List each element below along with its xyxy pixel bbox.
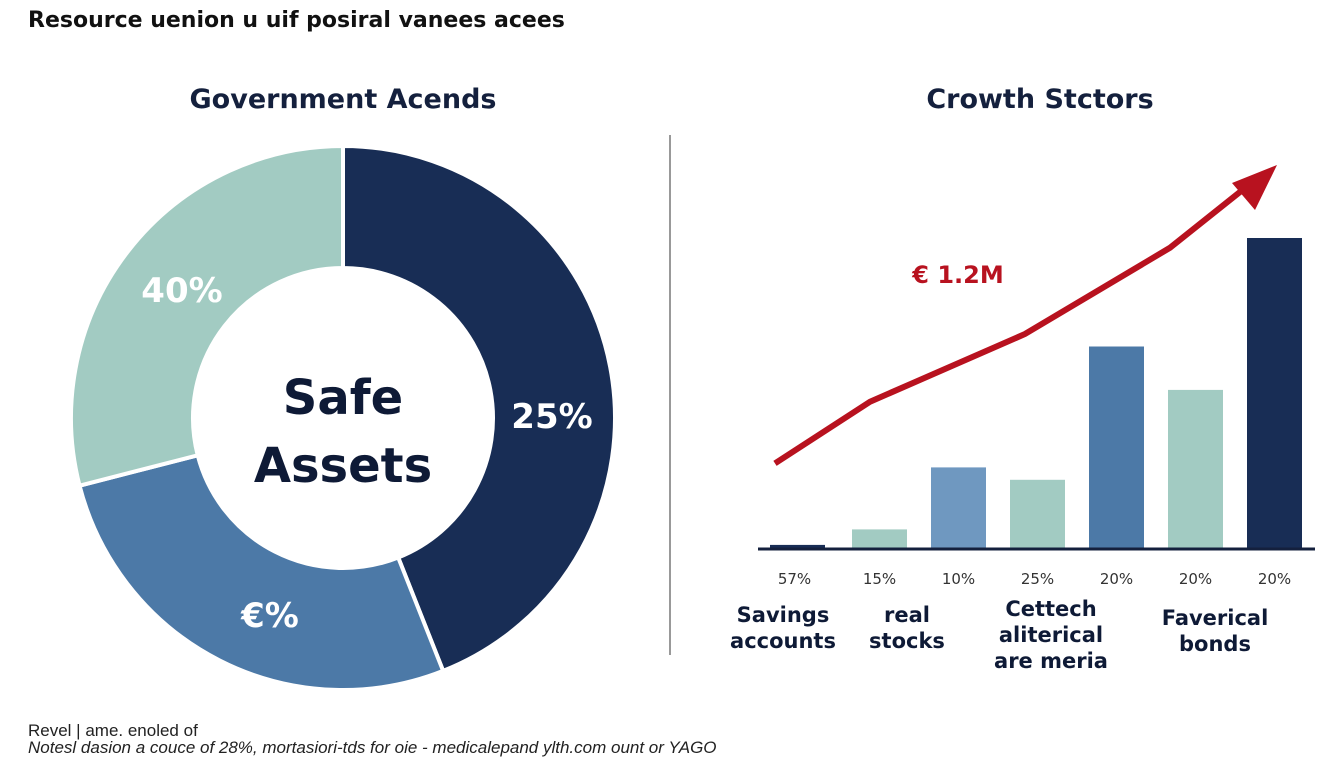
- center-label-1: Safe: [283, 370, 403, 426]
- center-label-2: Assets: [254, 438, 432, 494]
- bar-value-label: 15%: [863, 570, 896, 588]
- category-label: Cettech: [1005, 597, 1096, 621]
- bar-chart: [770, 238, 1302, 548]
- slice-label-navy: 25%: [511, 397, 592, 437]
- bar-4: [1089, 346, 1144, 548]
- bar-0: [770, 544, 825, 548]
- annotation-value: € 1.2M: [911, 261, 1003, 289]
- donut-slice-1: [77, 452, 446, 692]
- donut-chart: [69, 143, 617, 692]
- bar-title: Crowth Stctors: [926, 84, 1154, 115]
- trend-polyline: [773, 177, 1257, 466]
- category-label: real: [884, 603, 930, 627]
- category-label: accounts: [730, 629, 836, 653]
- bar-1: [852, 529, 907, 548]
- bar-value-label: 57%: [778, 570, 811, 588]
- category-label: Savings: [737, 603, 830, 627]
- page-title: Resource uenion u uif posiral vanees ace…: [28, 8, 565, 33]
- arrow-head-icon: [1232, 165, 1277, 210]
- category-label: are meria: [994, 649, 1108, 673]
- footer-line-1: Revel | ame. enoled of: [28, 721, 198, 740]
- bar-3: [1010, 479, 1065, 548]
- donut-slice-2: [69, 143, 345, 489]
- bar-value-label: 20%: [1179, 570, 1212, 588]
- bar-value-label: 25%: [1021, 570, 1054, 588]
- bar-value-label: 20%: [1258, 570, 1291, 588]
- category-label: aliterical: [999, 623, 1103, 647]
- donut-title: Government Acends: [189, 84, 497, 115]
- bar-value-label: 10%: [942, 570, 975, 588]
- donut-slice-0: [341, 143, 617, 674]
- bar-2: [931, 467, 986, 548]
- category-label: bonds: [1179, 632, 1251, 656]
- category-label: Faverical: [1162, 606, 1269, 630]
- bar-value-label: 20%: [1100, 570, 1133, 588]
- slice-label-blue: €%: [240, 596, 299, 636]
- bar-6: [1247, 238, 1302, 548]
- footer-line-2: Notesl dasion a couce of 28%, mortasiori…: [28, 738, 717, 757]
- slice-label-teal: 40%: [141, 271, 222, 311]
- trend-line: [773, 165, 1277, 466]
- category-label: stocks: [869, 629, 945, 653]
- bar-5: [1168, 389, 1223, 548]
